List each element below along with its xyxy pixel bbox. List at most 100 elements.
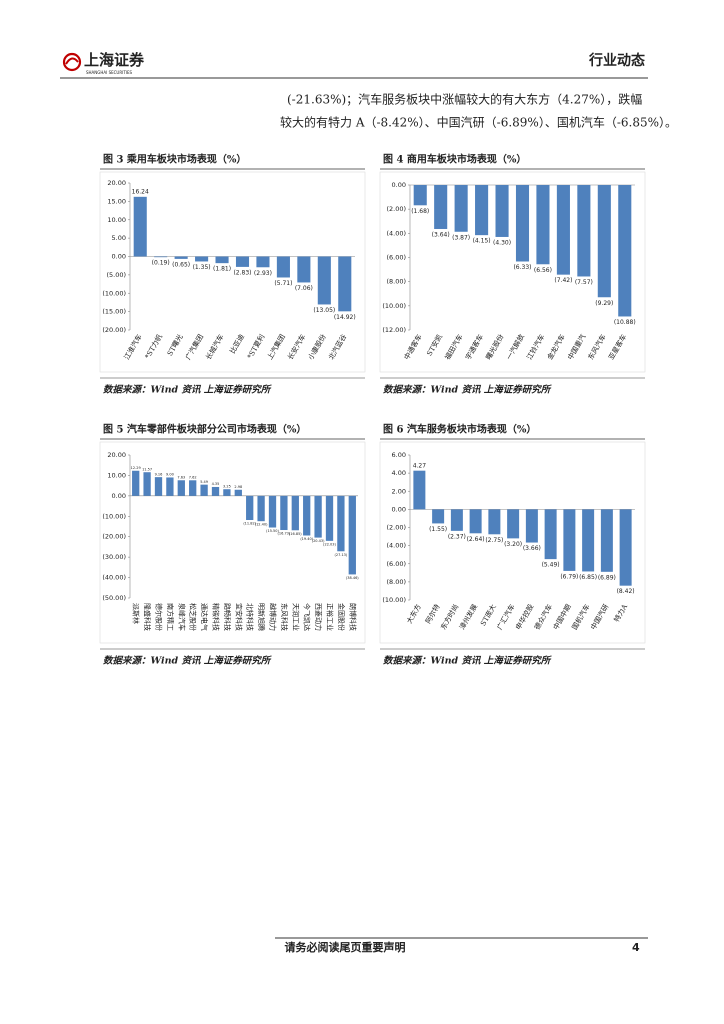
- y-tick-label: (2.00): [386, 524, 406, 532]
- bar: [600, 509, 613, 572]
- y-tick-label: (30.00): [102, 553, 126, 561]
- value-label: (38.46): [346, 576, 359, 580]
- x-tick-label: *ST夏利: [245, 333, 266, 361]
- bar: [154, 477, 163, 496]
- bar: [556, 185, 570, 275]
- chart-frame: [379, 441, 646, 644]
- bar: [536, 185, 550, 265]
- figure-title: 图 5 汽车零部件板块部分公司市场表现（%）: [103, 423, 306, 436]
- x-tick-label: 宇通客车: [463, 333, 485, 362]
- x-tick-label: 比亚迪: [228, 333, 246, 356]
- y-tick-label: 20.00: [107, 451, 126, 459]
- x-tick-label: 北汽蓝谷: [326, 333, 348, 362]
- x-tick-label: 路畅科技: [223, 603, 232, 631]
- bar: [174, 256, 188, 259]
- value-label: (5.49): [542, 562, 560, 569]
- value-label: 4.35: [212, 482, 220, 486]
- x-tick-label: 中国重汽: [566, 333, 588, 362]
- x-tick-label: 明新旭腾: [257, 603, 266, 631]
- x-tick-label: 亚星客车: [606, 333, 628, 362]
- bar: [314, 495, 322, 538]
- value-label: 7.62: [189, 475, 197, 479]
- y-tick-label: (2.00): [386, 205, 406, 213]
- x-tick-label: *ST力帆: [143, 333, 164, 361]
- bar: [195, 256, 209, 262]
- section-title: 行业动态: [588, 52, 645, 69]
- value-label: (0.65): [172, 261, 190, 268]
- bar: [200, 484, 208, 496]
- bar: [303, 495, 311, 536]
- bar: [268, 495, 277, 528]
- bar: [450, 509, 463, 531]
- bar: [223, 489, 231, 496]
- y-tick-label: 2.00: [392, 487, 406, 495]
- y-tick-label: (5.00): [106, 271, 126, 279]
- value-label: (16.85): [289, 532, 302, 536]
- bar: [246, 495, 254, 521]
- figure-title: 图 6 汽车服务板块市场表现（%）: [383, 423, 536, 436]
- value-label: 2.98: [234, 485, 242, 489]
- x-tick-label: 小康股份: [306, 333, 328, 362]
- figure-source: 数据来源：Wind 资讯 上海证券研究所: [103, 384, 273, 396]
- value-label: (9.29): [595, 300, 613, 307]
- logo: [62, 52, 82, 72]
- x-tick-label: 精锻科技: [212, 603, 221, 631]
- x-tick-label: ST安凯: [425, 333, 445, 358]
- y-tick-label: 10.00: [107, 471, 126, 479]
- value-label: 5.49: [200, 480, 208, 484]
- x-tick-label: 阿尔特: [423, 603, 441, 626]
- chart-frame: [379, 171, 646, 373]
- bar: [507, 509, 520, 539]
- figure-source: 数据来源：Wind 资讯 上海证券研究所: [383, 384, 553, 396]
- x-tick-label: ST庞大: [478, 603, 498, 628]
- bar: [143, 472, 151, 496]
- logo-text: 上海证券: [84, 51, 145, 69]
- value-label: (11.82): [243, 522, 256, 526]
- value-label: 16.24: [132, 189, 149, 196]
- value-label: 9.16: [155, 472, 163, 476]
- x-tick-label: 南方精工: [166, 603, 175, 631]
- bar: [132, 470, 140, 496]
- value-label: (1.81): [213, 266, 231, 273]
- paragraph-line: 较大的有特力 A（-8.42%）、中国汽研（-6.89%）、国机汽车（-6.85…: [280, 115, 677, 130]
- value-label: 12.29: [131, 466, 141, 470]
- footer-notice: 请务必阅读尾页重要声明: [285, 940, 406, 954]
- x-tick-label: 松芝股份: [189, 603, 198, 631]
- value-label: (3.66): [523, 545, 541, 552]
- value-label: (3.87): [452, 234, 470, 241]
- x-tick-label: 曙光股份: [484, 332, 506, 361]
- y-tick-label: (8.00): [386, 578, 406, 586]
- bar: [413, 470, 426, 510]
- value-label: (2.64): [467, 536, 485, 543]
- bar: [432, 509, 445, 524]
- value-label: (7.57): [575, 279, 593, 286]
- value-label: (6.89): [598, 574, 616, 581]
- chart-frame: [99, 441, 366, 644]
- x-tick-label: 中国汽研: [589, 603, 611, 632]
- value-label: (27.13): [335, 553, 348, 557]
- x-tick-label: 东风汽车: [586, 333, 608, 362]
- bar: [276, 256, 290, 278]
- value-label: 3.25: [223, 484, 231, 488]
- value-label: (8.42): [617, 588, 635, 595]
- bar: [495, 185, 509, 237]
- bar: [317, 256, 331, 305]
- value-label: (2.37): [448, 533, 466, 540]
- x-tick-label: 金龙汽车: [545, 333, 567, 362]
- bar: [488, 509, 501, 535]
- figure-source: 数据来源：Wind 资讯 上海证券研究所: [383, 655, 553, 667]
- x-tick-label: 长安汽车: [286, 333, 308, 362]
- y-tick-label: (10.00): [382, 302, 406, 310]
- y-tick-label: (10.00): [102, 512, 126, 520]
- value-label: (10.88): [614, 319, 636, 326]
- value-label: (3.20): [504, 541, 522, 548]
- value-label: 7.63: [177, 475, 185, 479]
- value-label: (2.75): [485, 537, 503, 544]
- x-tick-label: 一汽解放: [504, 333, 526, 362]
- bar: [544, 509, 557, 560]
- x-tick-label: 漳州发展: [457, 603, 479, 632]
- bar: [597, 185, 611, 298]
- x-tick-label: 申华控股: [514, 603, 536, 632]
- bar: [154, 256, 168, 258]
